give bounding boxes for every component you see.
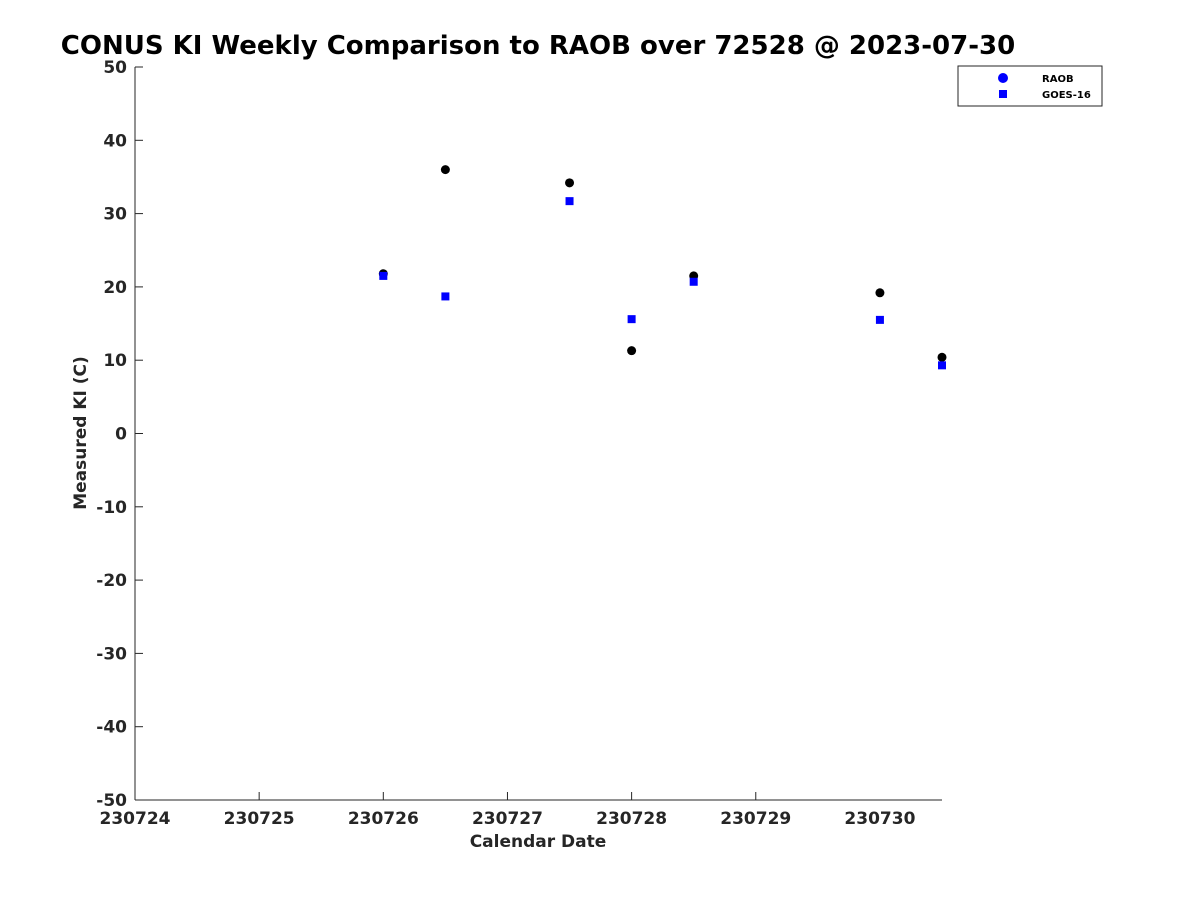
y-axis-label: Measured KI (C) bbox=[71, 356, 91, 510]
y-tick-label: -40 bbox=[96, 718, 127, 738]
raob-point bbox=[565, 178, 575, 188]
raob-point bbox=[875, 288, 885, 298]
y-tick-label: 30 bbox=[103, 205, 127, 225]
axes bbox=[134, 67, 942, 801]
y-tick-label: 0 bbox=[115, 425, 127, 445]
y-tick-label: -30 bbox=[96, 644, 127, 664]
goes16-point bbox=[875, 315, 884, 324]
x-tick-label: 230725 bbox=[224, 809, 295, 829]
chart-title: CONUS KI Weekly Comparison to RAOB over … bbox=[61, 31, 1015, 61]
legend: RAOB GOES-16 bbox=[957, 65, 1103, 107]
goes16-point bbox=[627, 315, 636, 324]
legend-marker-goes16 bbox=[999, 90, 1007, 98]
goes16-point bbox=[379, 271, 388, 280]
data-points bbox=[378, 165, 947, 370]
x-tick-label: 230726 bbox=[348, 809, 419, 829]
goes16-point bbox=[938, 361, 946, 370]
x-tick-label: 230728 bbox=[596, 809, 667, 829]
y-tick-label: -50 bbox=[96, 791, 127, 811]
x-tick-label: 230724 bbox=[100, 809, 171, 829]
raob-point bbox=[440, 165, 450, 175]
y-tick-label: 20 bbox=[103, 278, 127, 298]
goes16-point bbox=[689, 277, 698, 286]
x-tick-label: 230730 bbox=[844, 809, 915, 829]
goes16-point bbox=[565, 197, 574, 206]
goes16-point bbox=[441, 292, 450, 301]
x-tick-label: 230727 bbox=[472, 809, 543, 829]
raob-point bbox=[627, 346, 637, 356]
x-axis-label: Calendar Date bbox=[470, 832, 607, 852]
y-tick-label: 10 bbox=[103, 351, 127, 371]
y-tick-label: -20 bbox=[96, 571, 127, 591]
legend-box bbox=[957, 65, 1103, 107]
raob-point bbox=[937, 352, 947, 362]
legend-marker-raob bbox=[998, 73, 1008, 83]
legend-label-raob: RAOB bbox=[1042, 74, 1074, 85]
x-tick-label: 230729 bbox=[720, 809, 791, 829]
y-tick-label: 40 bbox=[103, 131, 127, 151]
x-ticks: 230724 230725 230726 230727 230728 230729 2307… bbox=[100, 792, 916, 829]
legend-label-goes16: GOES-16 bbox=[1042, 90, 1091, 101]
y-tick-label: 50 bbox=[103, 58, 127, 78]
y-ticks: 50 40 30 20 10 0 -10 -20 -30 -40 -50 bbox=[96, 58, 143, 811]
y-tick-label: -10 bbox=[96, 498, 127, 518]
